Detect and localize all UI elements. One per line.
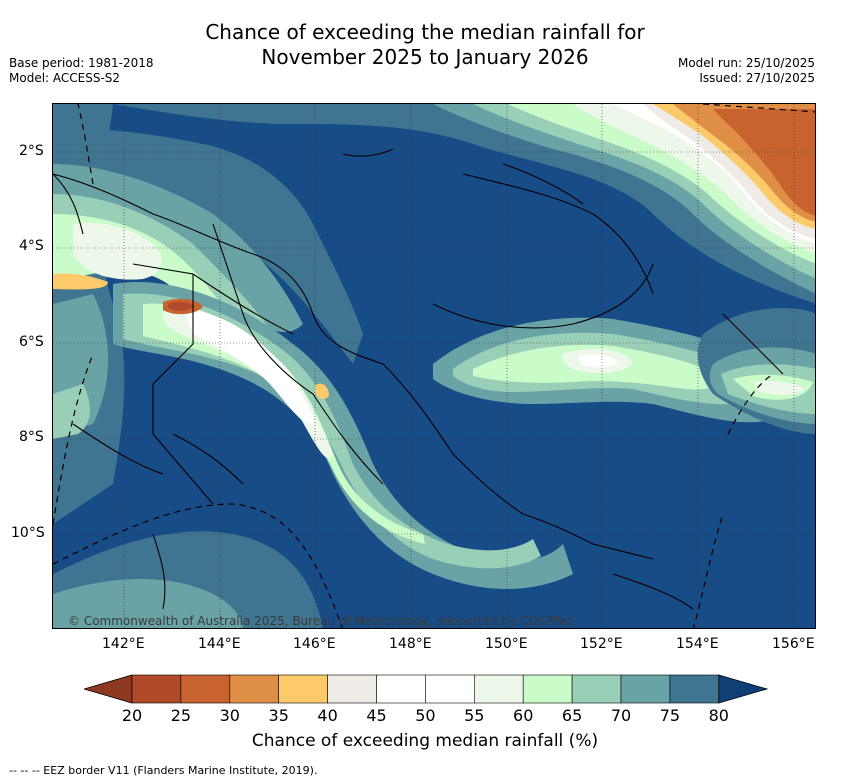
colorbar-tick-label: 30: [220, 706, 240, 725]
colorbar-segment: [327, 674, 377, 704]
lat-label: 2°S: [19, 143, 44, 159]
model-text: Model: ACCESS-S2: [9, 71, 121, 85]
eez-borders: [53, 104, 815, 628]
colorbar-low-arrow: [84, 674, 133, 704]
colorbar-segment: [180, 674, 231, 704]
lon-label: 144°E: [198, 636, 241, 652]
colorbar-segment: [278, 674, 328, 704]
colorbar-segment: [620, 674, 671, 704]
eez-note: -- -- -- EEZ border V11 (Flanders Marine…: [9, 764, 318, 777]
coastlines: [53, 148, 784, 610]
title-line-2: November 2025 to January 2026: [261, 45, 589, 69]
colorbar: 20 25 30 35 40 45 50 55 60 65 70 75 80: [84, 674, 768, 725]
title-line-1: Chance of exceeding the median rainfall …: [205, 20, 645, 44]
colorbar-tick-label: 40: [317, 706, 337, 725]
lon-label: 146°E: [293, 636, 336, 652]
lon-label: 150°E: [485, 636, 528, 652]
rainfall-shading: [53, 104, 815, 628]
lon-label: 154°E: [676, 636, 719, 652]
colorbar-segment: [522, 674, 573, 704]
meta-left: Base period: 1981-2018 Model: ACCESS-S2: [9, 56, 154, 86]
colorbar-tick-label: 60: [513, 706, 533, 725]
colorbar-segment: [229, 674, 280, 704]
colorbar-tick-label: 45: [366, 706, 386, 725]
lon-label: 152°E: [580, 636, 623, 652]
colorbar-high-arrow: [718, 674, 768, 704]
colorbar-ticks: 20 25 30 35 40 45 50 55 60 65 70 75 80: [122, 706, 729, 725]
colorbar-segment: [376, 674, 426, 704]
colorbar-label: Chance of exceeding median rainfall (%): [251, 731, 599, 751]
colorbar-tick-label: 80: [709, 706, 729, 725]
lon-label: 148°E: [389, 636, 432, 652]
colorbar-tick-label: 75: [660, 706, 680, 725]
colorbar-tick-label: 35: [269, 706, 289, 725]
meta-right: Model run: 25/10/2025 Issued: 27/10/2025: [678, 56, 815, 86]
graticule: [53, 104, 815, 628]
issued-text: Issued: 27/10/2025: [699, 71, 815, 85]
model-run-text: Model run: 25/10/2025: [677, 56, 815, 70]
lat-label: 6°S: [19, 334, 44, 350]
copyright-text: © Commonwealth of Australia 2025, Bureau…: [68, 614, 574, 628]
lon-label: 156°E: [772, 636, 815, 652]
rainfall-map: [52, 103, 816, 629]
map-svg: [53, 104, 815, 628]
colorbar-tick-label: 55: [464, 706, 484, 725]
base-period-text: Base period: 1981-2018: [9, 56, 154, 70]
chart-title: Chance of exceeding the median rainfall …: [0, 20, 850, 70]
lat-label: 4°S: [19, 238, 44, 254]
colorbar-tick-label: 70: [611, 706, 631, 725]
colorbar-tick-label: 65: [562, 706, 582, 725]
colorbar-tick-label: 50: [415, 706, 435, 725]
colorbar-segment: [669, 674, 720, 704]
lat-label: 10°S: [11, 525, 45, 541]
colorbar-segment: [473, 674, 524, 704]
colorbar-segment: [131, 674, 182, 704]
colorbar-tick-label: 25: [171, 706, 191, 725]
colorbar-segments: [84, 674, 768, 704]
lat-label: 8°S: [19, 429, 44, 445]
colorbar-segment: [425, 674, 475, 704]
colorbar-segment: [571, 674, 622, 704]
lon-label: 142°E: [102, 636, 145, 652]
colorbar-tick-label: 20: [122, 706, 142, 725]
